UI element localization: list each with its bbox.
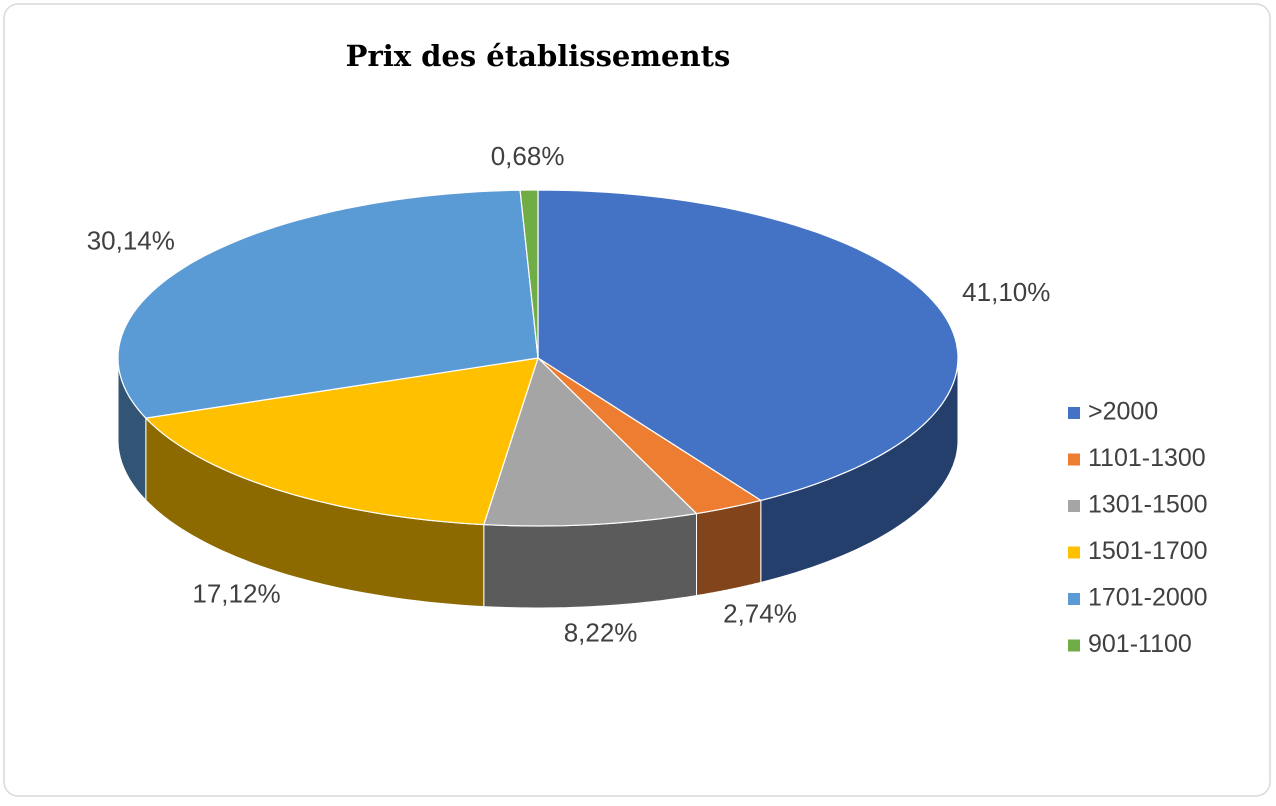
legend-label: 901-1100: [1088, 630, 1192, 658]
data-label: 0,68%: [491, 141, 565, 171]
legend-swatch: [1068, 593, 1080, 605]
data-label: 17,12%: [192, 579, 280, 609]
pie-slice: [537, 189, 959, 502]
legend-label: >2000: [1088, 398, 1158, 426]
data-label: 41,10%: [962, 277, 1050, 307]
legend-swatch: [1068, 500, 1080, 512]
legend-swatch: [1068, 407, 1080, 419]
legend-label: 1501-1700: [1088, 537, 1208, 565]
pie-slice-side: [483, 513, 697, 609]
legend-label: 1701-2000: [1088, 584, 1208, 612]
pie-slice: [482, 356, 698, 527]
legend-swatch: [1068, 639, 1080, 652]
pie-slice: [519, 189, 539, 359]
legend-swatch: [1068, 546, 1080, 559]
chart-title: Prix des établissements: [346, 39, 731, 73]
pie-slice: [144, 357, 539, 526]
pie-slice-side: [696, 499, 762, 597]
legend-swatch: [1068, 453, 1080, 466]
pie-slice: [537, 357, 763, 515]
data-label: 30,14%: [87, 226, 175, 256]
data-label: 2,74%: [723, 598, 797, 628]
data-label: 8,22%: [564, 617, 638, 647]
legend-label: 1301-1500: [1088, 491, 1208, 519]
legend-label: 1101-1300: [1088, 444, 1206, 472]
pie-slice: [117, 189, 539, 419]
